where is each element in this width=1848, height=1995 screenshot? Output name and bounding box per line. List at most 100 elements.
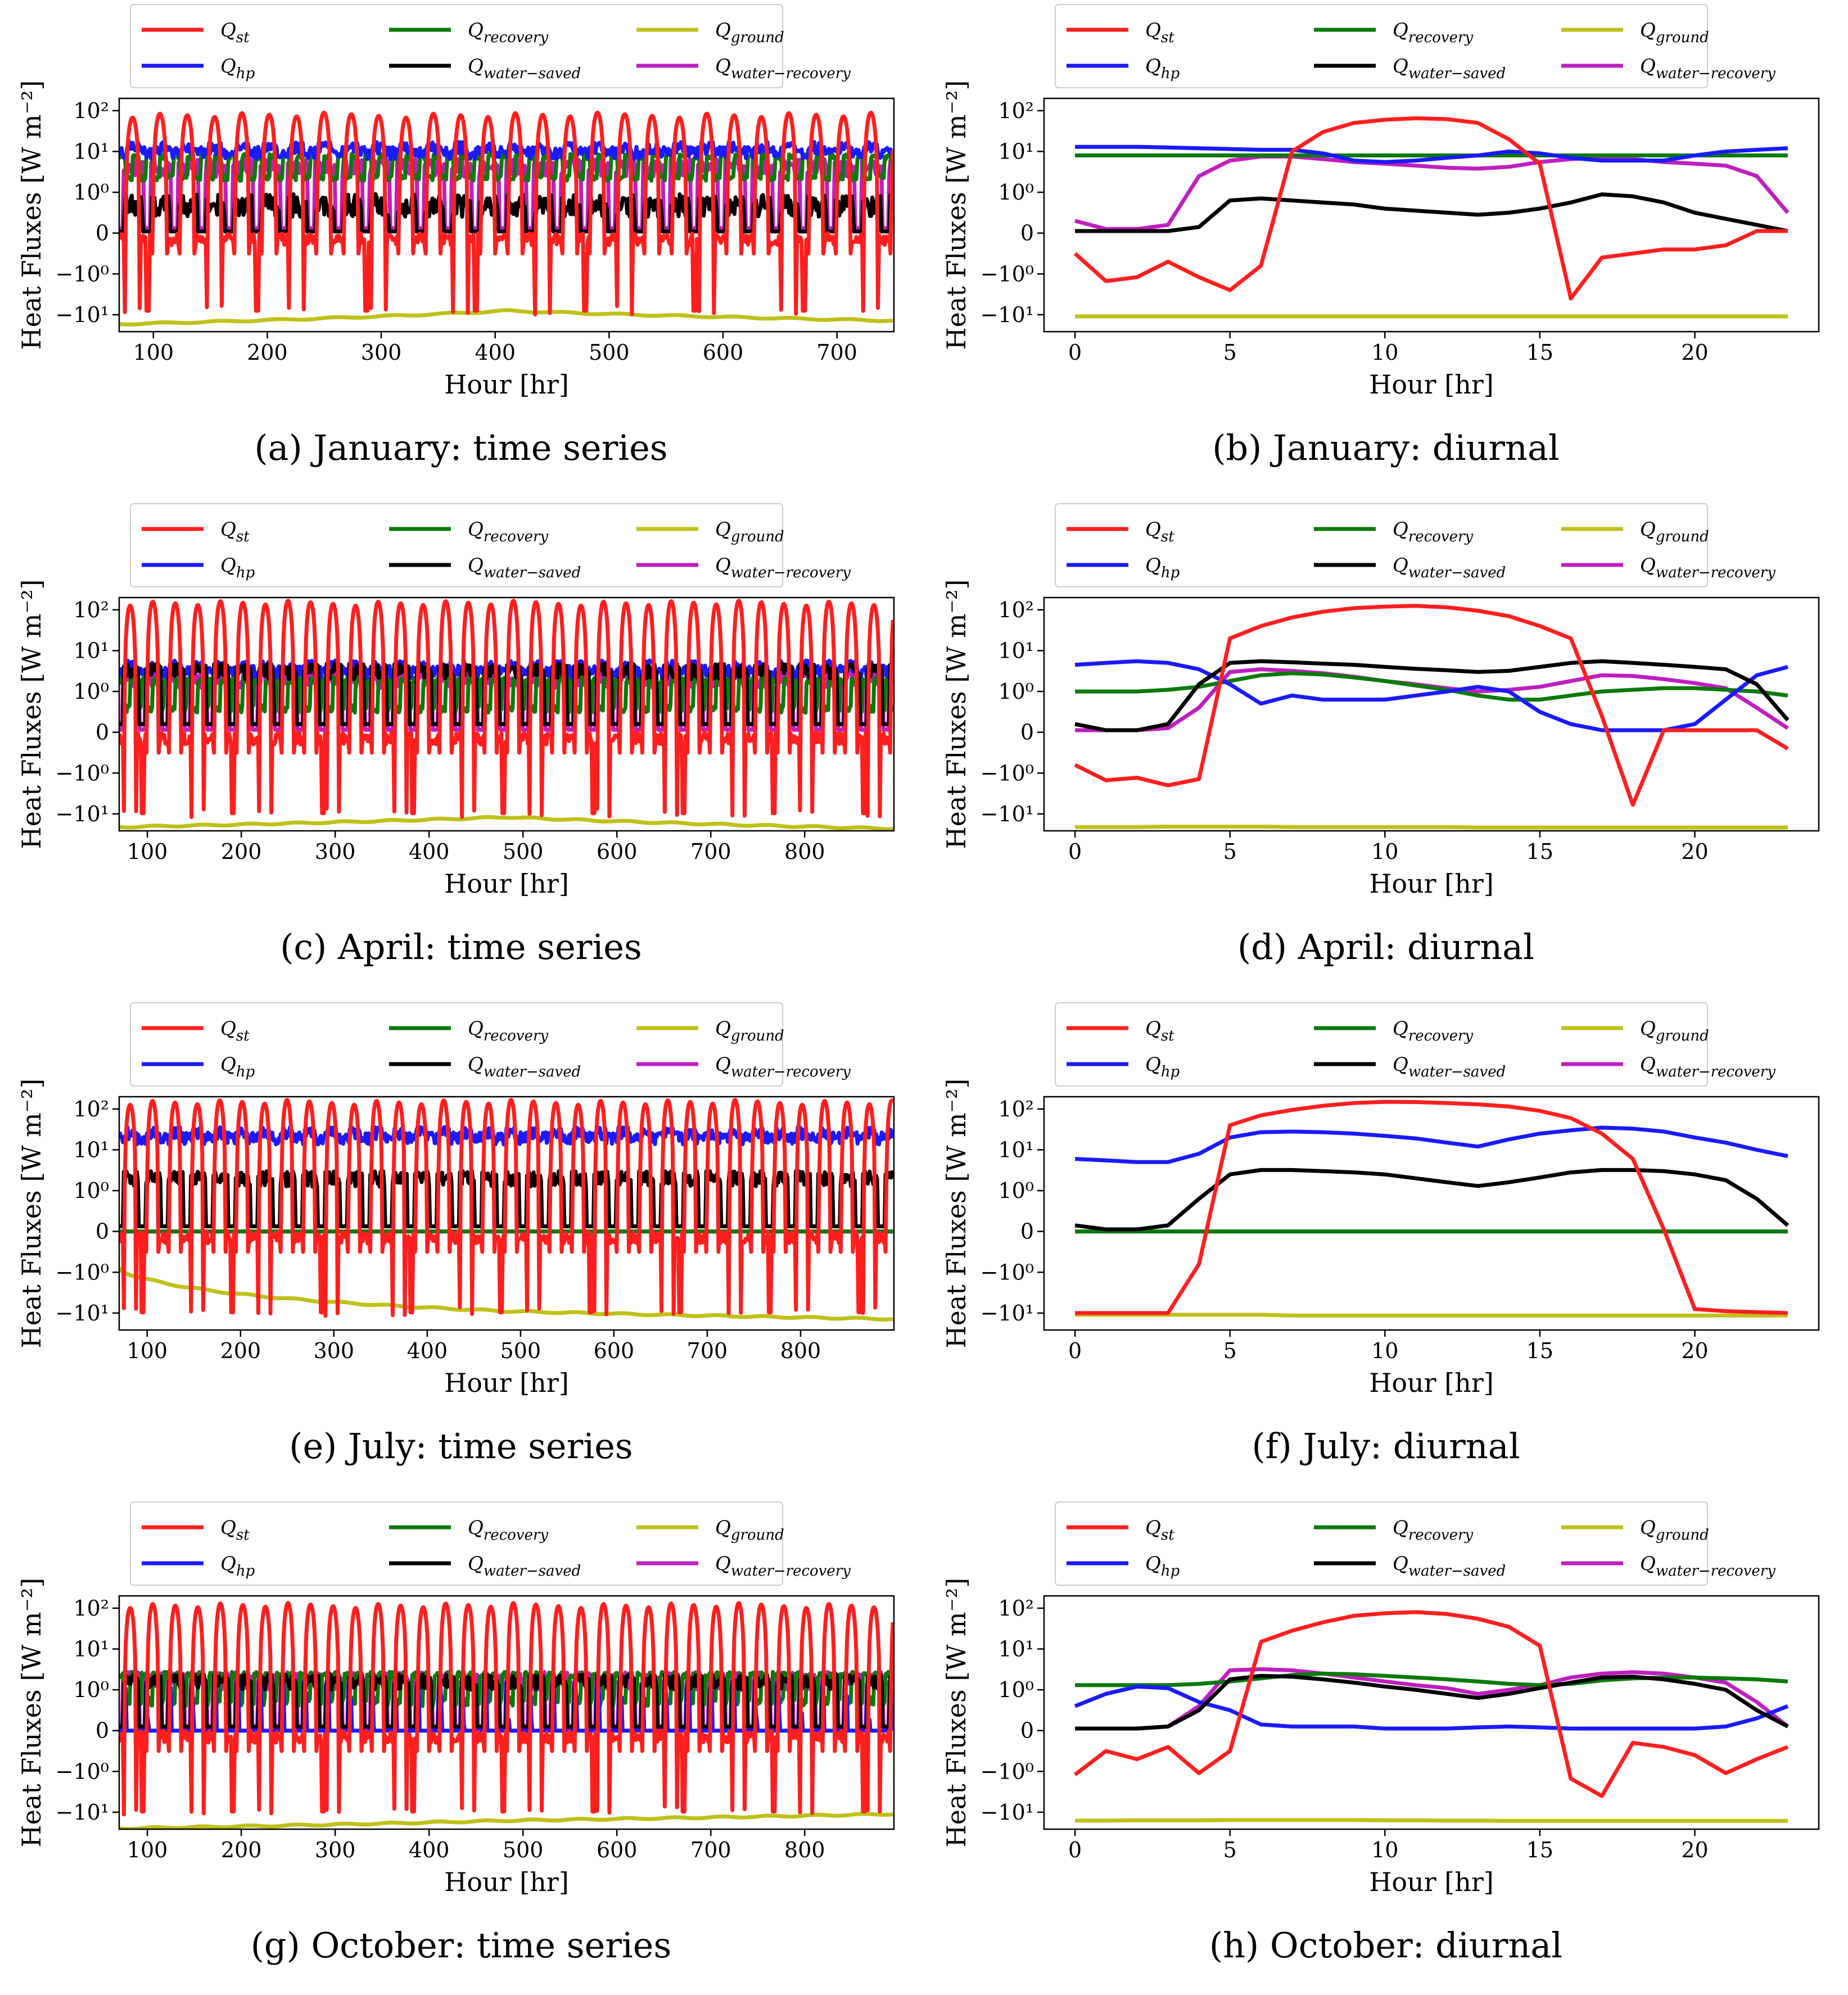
x-tick-label: 10 — [1371, 839, 1398, 864]
x-axis-label: Hour [hr] — [1369, 369, 1494, 400]
legend-label-hp: Qhp — [1145, 554, 1180, 581]
legend-label-ground: Qground — [1640, 518, 1709, 545]
y-axis-label: Heat Fluxes [W m⁻²] — [941, 580, 972, 849]
x-tick-label: 100 — [127, 839, 168, 864]
y-tick-label: 10⁰ — [73, 1677, 109, 1702]
x-tick-label: 500 — [500, 1338, 541, 1363]
y-tick-label: 10⁰ — [73, 180, 109, 205]
chart-svg-e: 10² 10¹ 10⁰ 0 −10⁰ −10¹ 100 200 300 400 500 600 700 8… — [16, 1002, 895, 1398]
series-line-hp — [1074, 1125, 1788, 1164]
y-tick-label: −10¹ — [56, 1800, 109, 1825]
legend-label-st: Qst — [1145, 19, 1174, 46]
chart-panel-e: 10² 10¹ 10⁰ 0 −10⁰ −10¹ 100 200 300 400 500 600 700 8… — [0, 998, 922, 1496]
legend-label-st: Qst — [1145, 1017, 1174, 1044]
chart-svg-h: 10² 10¹ 10⁰ 0 −10⁰ −10¹ 0 5 10 15 20 Hour [hr] Heat … — [941, 1501, 1820, 1897]
chart-svg-d: 10² 10¹ 10⁰ 0 −10⁰ −10¹ 0 5 10 15 20 Hour [hr] Heat … — [941, 503, 1820, 899]
y-axis-label: Heat Fluxes [W m⁻²] — [16, 80, 47, 350]
legend-label-water_recovery: Qwater−recovery — [1640, 55, 1775, 82]
legend-label-recovery: Qrecovery — [1393, 518, 1473, 545]
y-axis-label: Heat Fluxes [W m⁻²] — [16, 1079, 47, 1349]
legend-label-recovery: Qrecovery — [468, 1517, 548, 1544]
series-line-hp — [1074, 1684, 1789, 1731]
legend-label-hp: Qhp — [1145, 55, 1180, 82]
x-tick-label: 15 — [1526, 340, 1553, 365]
plot-frame — [118, 1595, 895, 1830]
x-tick-label: 5 — [1223, 1838, 1237, 1862]
x-tick-label: 300 — [314, 1338, 355, 1363]
legend-label-ground: Qground — [715, 19, 784, 46]
x-tick-label: 100 — [127, 1338, 168, 1363]
x-axis-label: Hour [hr] — [1369, 1867, 1494, 1897]
x-tick-label: 700 — [690, 839, 731, 864]
subfigure-caption: (d) April: diurnal — [1237, 926, 1534, 967]
subfigure-caption: (e) July: time series — [289, 1426, 633, 1467]
x-tick-label: 400 — [409, 1838, 450, 1862]
subfigure-caption: (g) October: time series — [250, 1925, 672, 1966]
series-line-st — [119, 599, 894, 819]
x-axis-label: Hour [hr] — [444, 1368, 569, 1398]
series-line-ground — [1075, 825, 1788, 830]
chart-panel-c: 10² 10¹ 10⁰ 0 −10⁰ −10¹ 100 200 300 400 500 600 700 8… — [0, 499, 922, 997]
y-axis-label: Heat Fluxes [W m⁻²] — [941, 1079, 972, 1349]
x-tick-label: 400 — [407, 1338, 448, 1363]
legend-label-hp: Qhp — [220, 554, 255, 581]
x-tick-label: 300 — [315, 1838, 356, 1862]
y-tick-label: 0 — [96, 720, 109, 745]
x-tick-label: 0 — [1068, 340, 1082, 365]
y-tick-label: −10⁰ — [981, 261, 1034, 286]
chart-svg-b: 10² 10¹ 10⁰ 0 −10⁰ −10¹ 0 5 10 15 20 Hour [hr] Heat … — [941, 4, 1820, 400]
series-line-water_recovery — [1074, 155, 1790, 231]
x-tick-label: 200 — [220, 1338, 261, 1363]
chart-panel-h: 10² 10¹ 10⁰ 0 −10⁰ −10¹ 0 5 10 15 20 Hour [hr] Heat … — [925, 1498, 1847, 1995]
legend: Qst Qrecovery Qground Qhp Qwater−saved Qwater… — [130, 4, 851, 88]
y-tick-label: 0 — [1020, 720, 1034, 745]
legend-label-recovery: Qrecovery — [468, 518, 548, 545]
legend-label-hp: Qhp — [220, 1553, 255, 1580]
legend-label-water_saved: Qwater−saved — [1393, 1053, 1506, 1080]
x-tick-label: 20 — [1681, 839, 1708, 864]
y-tick-label: −10⁰ — [56, 261, 109, 286]
series-line-water_saved — [1075, 1673, 1789, 1731]
y-tick-label: 0 — [96, 1219, 109, 1244]
plot-frame — [1043, 97, 1820, 333]
x-tick-label: 15 — [1526, 1838, 1553, 1862]
legend-label-st: Qst — [220, 1517, 250, 1544]
x-axis-label: Hour [hr] — [444, 868, 569, 899]
y-axis-label: Heat Fluxes [W m⁻²] — [941, 80, 972, 350]
y-tick-label: 10⁰ — [998, 1677, 1034, 1702]
series-line-water_saved — [1074, 659, 1790, 732]
plot-frame — [1043, 596, 1820, 832]
x-tick-label: 100 — [133, 340, 174, 365]
x-tick-label: 100 — [127, 1838, 168, 1862]
subfigure-caption: (a) January: time series — [254, 427, 668, 468]
x-tick-label: 300 — [361, 340, 402, 365]
y-tick-label: −10¹ — [981, 1800, 1034, 1825]
y-tick-label: −10⁰ — [56, 1759, 109, 1784]
x-tick-label: 5 — [1223, 839, 1237, 864]
y-tick-label: −10¹ — [981, 1301, 1034, 1326]
legend-label-water_saved: Qwater−saved — [468, 554, 581, 581]
legend-label-hp: Qhp — [1145, 1553, 1180, 1580]
series-line-recovery — [1075, 671, 1788, 702]
x-axis-label: Hour [hr] — [444, 1867, 569, 1897]
series-line-ground — [119, 1266, 894, 1322]
series-line-ground — [119, 815, 894, 831]
x-tick-label: 400 — [409, 839, 450, 864]
x-tick-label: 0 — [1068, 1838, 1082, 1862]
chart-panel-f: 10² 10¹ 10⁰ 0 −10⁰ −10¹ 0 5 10 15 20 Hour [hr] Heat … — [925, 998, 1847, 1496]
x-tick-label: 800 — [780, 1338, 821, 1363]
x-tick-label: 500 — [503, 1838, 544, 1862]
legend-label-water_recovery: Qwater−recovery — [1640, 554, 1775, 581]
y-tick-label: 10¹ — [73, 1137, 109, 1162]
y-tick-label: 0 — [1020, 1219, 1034, 1244]
x-tick-label: 5 — [1223, 1338, 1237, 1363]
x-tick-label: 20 — [1681, 340, 1708, 365]
series-line-st — [1073, 1610, 1789, 1798]
y-tick-label: −10⁰ — [56, 1260, 109, 1284]
y-tick-label: 10¹ — [73, 139, 109, 164]
legend: Qst Qrecovery Qground Qhp Qwater−saved Qwater… — [1055, 1501, 1775, 1586]
legend-label-st: Qst — [1145, 1517, 1174, 1544]
legend-label-recovery: Qrecovery — [1393, 1017, 1473, 1044]
plot-frame — [118, 97, 895, 333]
y-tick-label: −10¹ — [981, 802, 1034, 826]
